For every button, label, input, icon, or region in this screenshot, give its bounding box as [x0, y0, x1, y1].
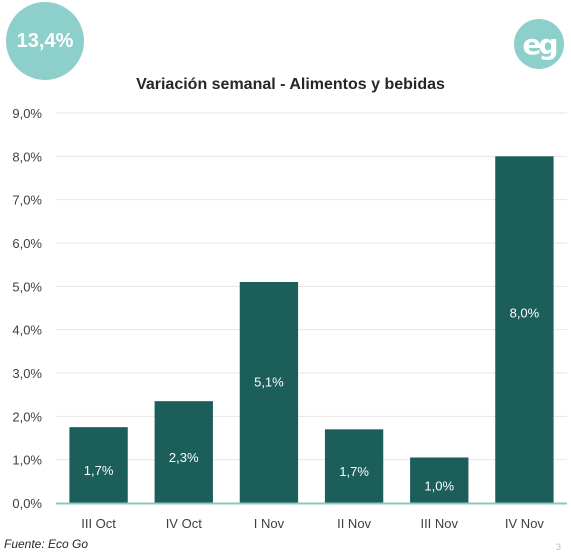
y-tick-label: 8,0% — [12, 149, 42, 164]
data-label: 2,3% — [169, 450, 199, 465]
bar — [69, 427, 128, 503]
y-tick-label: 2,0% — [12, 409, 42, 424]
y-tick-label: 0,0% — [12, 496, 42, 511]
logo-lettering: eg — [522, 27, 558, 61]
x-tick-label: II Nov — [337, 516, 371, 531]
chart-title: Variación semanal - Alimentos y bebidas — [136, 76, 445, 93]
y-tick-label: 5,0% — [12, 279, 42, 294]
source-note: Fuente: Eco Go — [4, 537, 89, 551]
headline-badge: 13,4% — [6, 2, 84, 80]
y-tick-label: 4,0% — [12, 323, 42, 338]
bar — [154, 401, 213, 503]
data-label: 1,0% — [424, 478, 454, 493]
x-tick-label: IV Nov — [505, 516, 545, 531]
data-label: 5,1% — [254, 374, 284, 389]
data-label: 1,7% — [84, 463, 114, 478]
x-tick-label: IV Oct — [166, 516, 203, 531]
y-tick-label: 1,0% — [12, 453, 42, 468]
y-tick-label: 7,0% — [12, 193, 42, 208]
data-label: 1,7% — [339, 464, 369, 479]
y-tick-label: 9,0% — [12, 106, 42, 121]
data-label: 8,0% — [510, 305, 540, 320]
x-tick-label: I Nov — [254, 516, 285, 531]
eco-go-logo: eg — [514, 19, 564, 69]
y-tick-label: 6,0% — [12, 236, 42, 251]
x-tick-label: III Nov — [420, 516, 458, 531]
page-number: 3 — [556, 542, 562, 552]
bar — [495, 156, 554, 504]
bar — [410, 457, 469, 503]
x-tick-label: III Oct — [81, 516, 116, 531]
bar — [239, 282, 299, 503]
y-tick-label: 3,0% — [12, 366, 42, 381]
headline-value: 13,4% — [16, 29, 74, 52]
bar — [324, 429, 384, 503]
